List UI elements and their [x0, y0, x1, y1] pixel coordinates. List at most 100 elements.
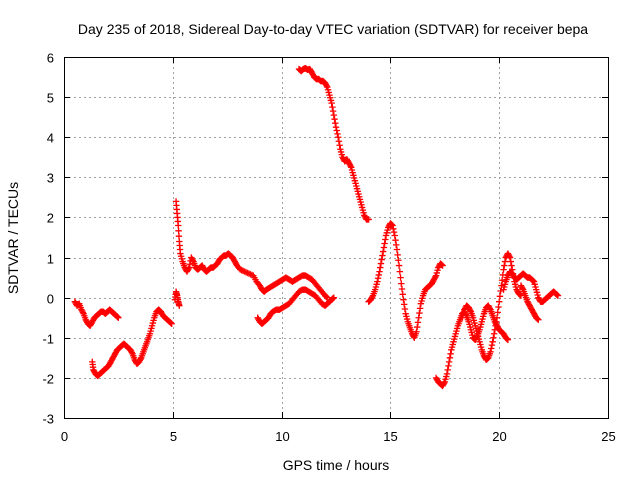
- data-point: [238, 267, 245, 274]
- data-point: [331, 115, 338, 123]
- data-point: [323, 293, 330, 301]
- data-point: [516, 291, 523, 298]
- data-point: [508, 262, 515, 269]
- x-tick-labels: 0 5 10 15 20 25: [61, 429, 616, 444]
- data-point: [239, 267, 247, 275]
- data-point: [247, 271, 254, 278]
- x-tick-label: 0: [61, 429, 68, 444]
- data-point: [369, 293, 376, 301]
- data-point: [488, 345, 495, 352]
- data-point: [382, 236, 389, 243]
- y-tick-label: -3: [42, 412, 54, 427]
- data-point: [496, 298, 503, 305]
- data-point: [534, 315, 541, 323]
- data-point: [137, 355, 144, 363]
- y-tick-label: 1: [47, 252, 54, 267]
- data-point: [506, 253, 513, 260]
- data-point: [501, 262, 508, 269]
- data-point: [242, 269, 250, 276]
- data-point: [517, 291, 524, 299]
- y-tick-label: 4: [47, 131, 54, 146]
- data-point: [374, 278, 381, 285]
- data-point: [519, 285, 526, 292]
- data-point: [378, 256, 385, 263]
- data-point: [400, 301, 408, 308]
- data-point: [330, 294, 338, 301]
- data-point: [554, 291, 561, 299]
- y-tick-labels: -3 -2 -1 0 1 2 3 4 5 6: [42, 51, 54, 427]
- data-point: [447, 350, 454, 358]
- data-point: [503, 335, 511, 343]
- data-point: [332, 119, 339, 127]
- data-point: [167, 319, 175, 327]
- y-tick-label: 3: [47, 171, 54, 186]
- x-tick-label: 20: [492, 429, 506, 444]
- data-point: [398, 285, 406, 293]
- data-point: [380, 244, 388, 251]
- data-point: [390, 225, 397, 233]
- data-point: [489, 338, 496, 345]
- data-point: [241, 268, 248, 275]
- y-tick-label: 6: [47, 51, 54, 66]
- data-point: [333, 127, 340, 134]
- data-point: [323, 82, 330, 89]
- data-point: [397, 274, 404, 281]
- data-point: [347, 162, 354, 170]
- data-point: [334, 130, 341, 138]
- data-point: [486, 305, 493, 312]
- y-tick-label: 5: [47, 91, 54, 106]
- data-point: [553, 291, 560, 298]
- data-point: [439, 262, 446, 269]
- data-point: [335, 138, 343, 145]
- data-point: [329, 107, 337, 115]
- data-point: [483, 355, 491, 363]
- data-point: [401, 305, 409, 313]
- data-point: [416, 309, 423, 317]
- data-point: [328, 99, 335, 107]
- data-point: [329, 295, 337, 302]
- data-point: [416, 305, 424, 312]
- data-point: [392, 236, 399, 244]
- data-point: [444, 366, 451, 374]
- y-tick-label: 2: [47, 211, 54, 226]
- data-point: [501, 258, 509, 265]
- data-point: [554, 292, 562, 299]
- data-point: [330, 111, 338, 119]
- data-point: [379, 248, 387, 255]
- data-point: [490, 334, 497, 341]
- data-point: [377, 264, 384, 271]
- x-tick-label: 15: [383, 429, 397, 444]
- data-point: [499, 271, 507, 279]
- data-point: [175, 232, 183, 240]
- data-point: [114, 313, 121, 321]
- x-tick-label: 10: [275, 429, 289, 444]
- data-point: [496, 293, 504, 300]
- data-point: [189, 257, 196, 264]
- data-point: [399, 291, 406, 298]
- x-tick-label: 5: [170, 429, 177, 444]
- data-point: [390, 228, 398, 236]
- data-point: [237, 266, 244, 273]
- data-point: [391, 232, 398, 239]
- data-point: [175, 222, 182, 229]
- data-point: [440, 380, 448, 387]
- data-point: [446, 354, 454, 362]
- data-point: [506, 254, 514, 261]
- data-point: [379, 252, 386, 259]
- data-point: [533, 315, 541, 322]
- data-point: [400, 296, 407, 303]
- data-point: [388, 221, 396, 228]
- data-point: [324, 294, 331, 301]
- data-point: [492, 322, 499, 329]
- data-point: [168, 320, 175, 327]
- data-point: [376, 268, 383, 275]
- data-point: [389, 222, 396, 229]
- data-point: [395, 257, 402, 264]
- data-point: [167, 319, 174, 326]
- plot-frame: [64, 57, 609, 419]
- data-point: [375, 271, 382, 279]
- data-point: [128, 349, 136, 356]
- data-point: [79, 309, 87, 316]
- chart-title: Day 235 of 2018, Sidereal Day-to-day VTE…: [78, 21, 588, 37]
- data-point: [394, 251, 401, 259]
